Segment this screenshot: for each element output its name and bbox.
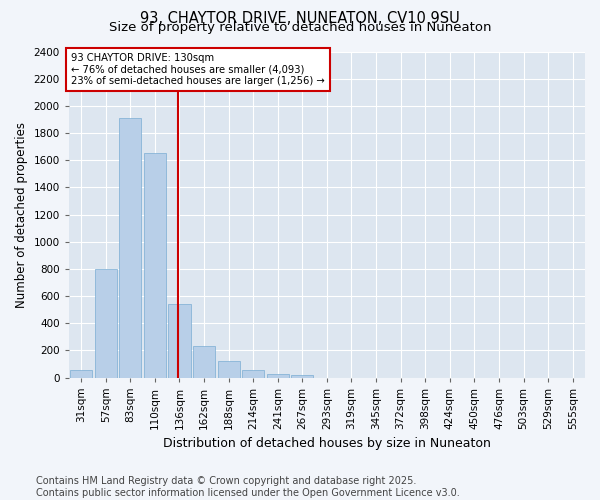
Bar: [266, 374, 289, 378]
Bar: [193, 346, 215, 378]
Bar: [95, 269, 117, 378]
Bar: [169, 304, 191, 378]
Text: 93 CHAYTOR DRIVE: 130sqm
← 76% of detached houses are smaller (4,093)
23% of sem: 93 CHAYTOR DRIVE: 130sqm ← 76% of detach…: [71, 53, 325, 86]
Text: Contains HM Land Registry data © Crown copyright and database right 2025.
Contai: Contains HM Land Registry data © Crown c…: [36, 476, 460, 498]
X-axis label: Distribution of detached houses by size in Nuneaton: Distribution of detached houses by size …: [163, 437, 491, 450]
Bar: [144, 154, 166, 378]
Bar: [218, 361, 239, 378]
Bar: [291, 376, 313, 378]
Bar: [70, 370, 92, 378]
Y-axis label: Number of detached properties: Number of detached properties: [15, 122, 28, 308]
Text: Size of property relative to detached houses in Nuneaton: Size of property relative to detached ho…: [109, 22, 491, 35]
Bar: [242, 370, 264, 378]
Bar: [119, 118, 142, 378]
Text: 93, CHAYTOR DRIVE, NUNEATON, CV10 9SU: 93, CHAYTOR DRIVE, NUNEATON, CV10 9SU: [140, 11, 460, 26]
